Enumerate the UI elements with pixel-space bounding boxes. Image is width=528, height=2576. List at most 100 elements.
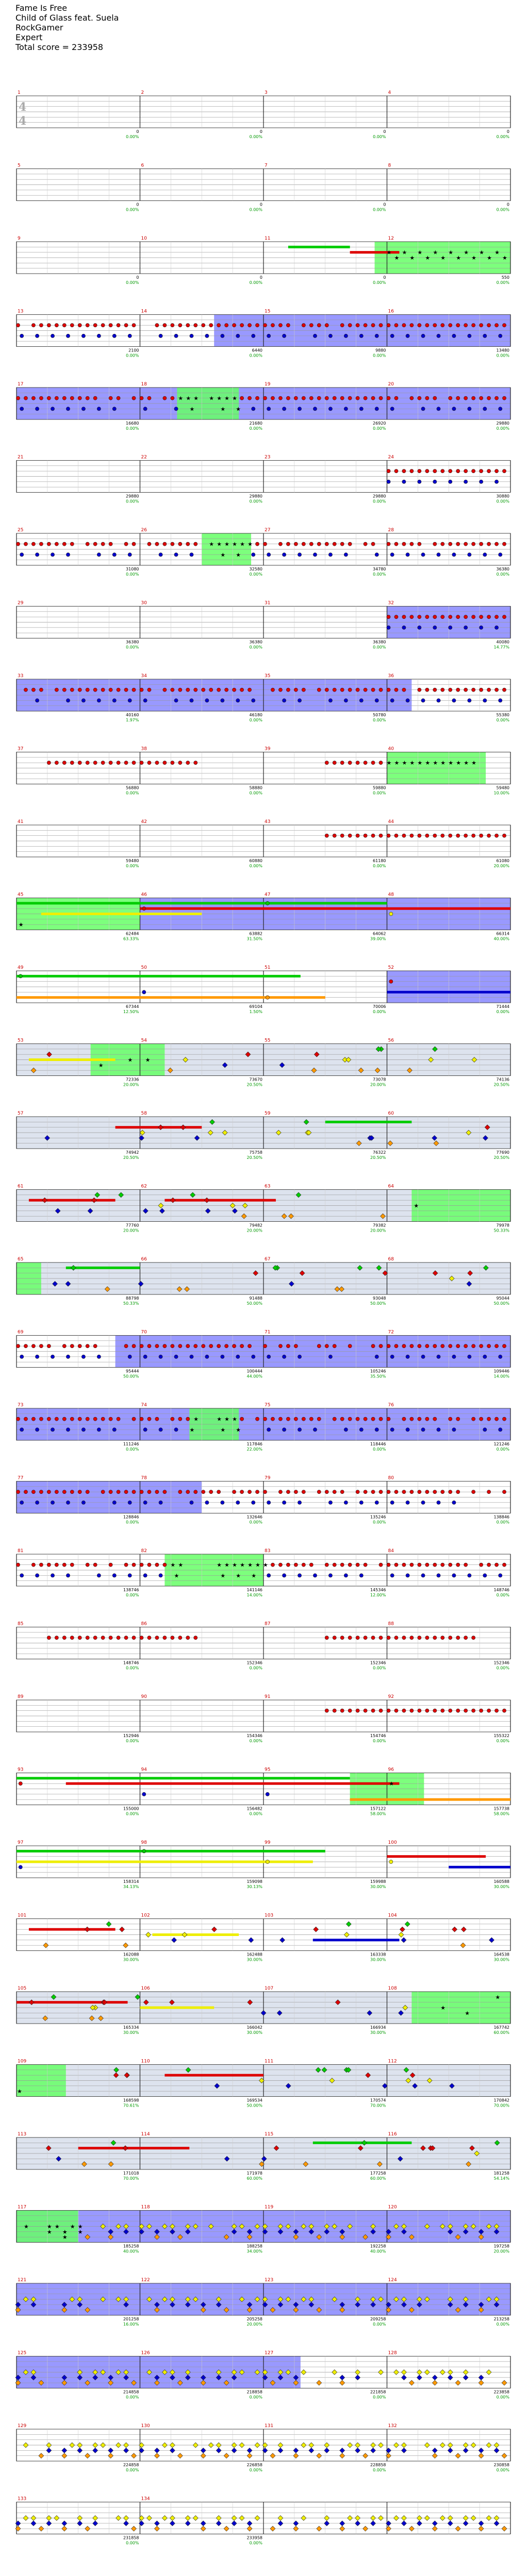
measure-percent: 70.00% — [493, 2103, 509, 2108]
measure-score: 0 — [260, 129, 262, 134]
star-note: ★ — [224, 541, 229, 548]
note-blue — [96, 407, 101, 411]
hopo-note-yellow — [146, 2369, 152, 2375]
note-red — [170, 687, 175, 692]
note-red — [278, 396, 283, 400]
note-red — [456, 1490, 460, 1494]
note-red — [425, 1490, 430, 1494]
measure-score: 0 — [136, 129, 139, 134]
note-red — [402, 1417, 406, 1421]
note-orange — [265, 995, 270, 1000]
measure-score: 165334 — [123, 2025, 139, 2030]
measure-percent: 0.00% — [373, 208, 386, 212]
measure-number: 107 — [265, 1986, 273, 1991]
note-red — [479, 323, 484, 328]
measure-number: 51 — [265, 965, 270, 970]
note-red — [394, 1708, 399, 1713]
hopo-note-green — [70, 1265, 76, 1271]
measure-score: 75758 — [250, 1150, 262, 1155]
measure-score: 117846 — [246, 1442, 262, 1446]
note-red — [93, 1636, 97, 1640]
measure-number: 76 — [388, 1403, 394, 1408]
hopo-note-yellow — [370, 2296, 376, 2302]
measure-score: 132646 — [246, 1515, 262, 1520]
measure-score: 13480 — [497, 348, 509, 353]
star-note: ★ — [145, 1057, 151, 1064]
measure-percent: 0.00% — [497, 353, 510, 358]
hopo-note-yellow — [145, 1932, 151, 1938]
star-note: ★ — [236, 1426, 241, 1433]
measure-percent: 0.00% — [373, 645, 386, 650]
measure-number: 120 — [388, 2205, 397, 2210]
hopo-note-yellow — [100, 2224, 106, 2229]
hopo-note-orange — [167, 1067, 173, 1073]
measure-number: 29 — [18, 601, 24, 606]
star-note: ★ — [464, 249, 469, 256]
note-red — [394, 1562, 399, 1567]
measure-number: 58 — [141, 1111, 147, 1116]
measure-percent: 0.00% — [250, 1520, 263, 1525]
hopo-note-blue — [478, 2520, 484, 2527]
note-red — [124, 1490, 128, 1494]
hopo-note-yellow — [332, 2369, 338, 2375]
note-red — [255, 542, 259, 546]
measure-number: 108 — [388, 1986, 397, 1991]
hopo-note-yellow — [417, 2369, 422, 2375]
note-blue — [127, 1354, 132, 1359]
measure-percent: 0.00% — [250, 1739, 263, 1743]
measure-score: 16680 — [126, 421, 139, 426]
note-red — [293, 396, 298, 400]
note-red — [348, 833, 352, 838]
hopo-note-orange — [293, 2307, 299, 2313]
note-red — [386, 396, 391, 400]
hopo-note-yellow — [254, 2515, 260, 2521]
hopo-note-yellow — [23, 2369, 29, 2375]
hopo-note-blue — [214, 2083, 220, 2089]
note-blue — [189, 698, 194, 703]
measure-score: 58880 — [250, 786, 262, 790]
note-red — [363, 396, 368, 400]
hopo-note-red — [357, 2145, 364, 2151]
star-note: ★ — [471, 255, 476, 261]
measure-number: 67 — [265, 1257, 270, 1262]
note-blue — [267, 333, 271, 338]
hopo-note-orange — [89, 2015, 95, 2022]
note-blue — [452, 552, 456, 557]
measure-number: 126 — [141, 2351, 150, 2356]
note-red — [324, 1708, 329, 1713]
note-red — [93, 323, 97, 328]
note-blue — [35, 1427, 40, 1432]
note-red — [162, 1344, 167, 1349]
hopo-note-yellow — [116, 2224, 121, 2229]
note-red — [456, 1636, 460, 1640]
star-note: ★ — [189, 1426, 194, 1433]
hopo-note-yellow — [417, 2515, 422, 2521]
measure-number: 74 — [141, 1403, 147, 1408]
hopo-note-blue — [276, 2010, 283, 2016]
note-red — [433, 323, 437, 328]
hopo-note-orange — [108, 2380, 113, 2386]
note-red — [131, 542, 136, 546]
hopo-note-blue — [493, 2447, 500, 2453]
staff-row: ★ ★★★ ★ ★★★ ★★17166800.00%18216800.00%192692… — [16, 382, 511, 431]
note-red — [471, 615, 476, 619]
hopo-note-yellow — [347, 2515, 353, 2521]
hopo-note-blue — [293, 2520, 299, 2527]
measure-score: 170574 — [370, 2098, 386, 2103]
hopo-note-green — [94, 1192, 101, 1198]
measure-score: 230858 — [493, 2463, 509, 2467]
hopo-note-blue — [397, 2156, 403, 2162]
hopo-note-yellow — [162, 2442, 168, 2448]
note-red — [440, 542, 445, 546]
note-red — [394, 396, 399, 400]
hopo-note-yellow — [92, 2369, 98, 2375]
measure-number: 17 — [18, 382, 23, 387]
note-red — [464, 1708, 468, 1713]
note-red — [417, 833, 422, 838]
note-red — [178, 1344, 183, 1349]
hopo-note-yellow — [185, 2296, 191, 2302]
note-red — [85, 687, 90, 692]
measure-number: 96 — [388, 1767, 394, 1773]
note-red — [16, 542, 20, 546]
measure-score: 2100 — [128, 348, 139, 353]
